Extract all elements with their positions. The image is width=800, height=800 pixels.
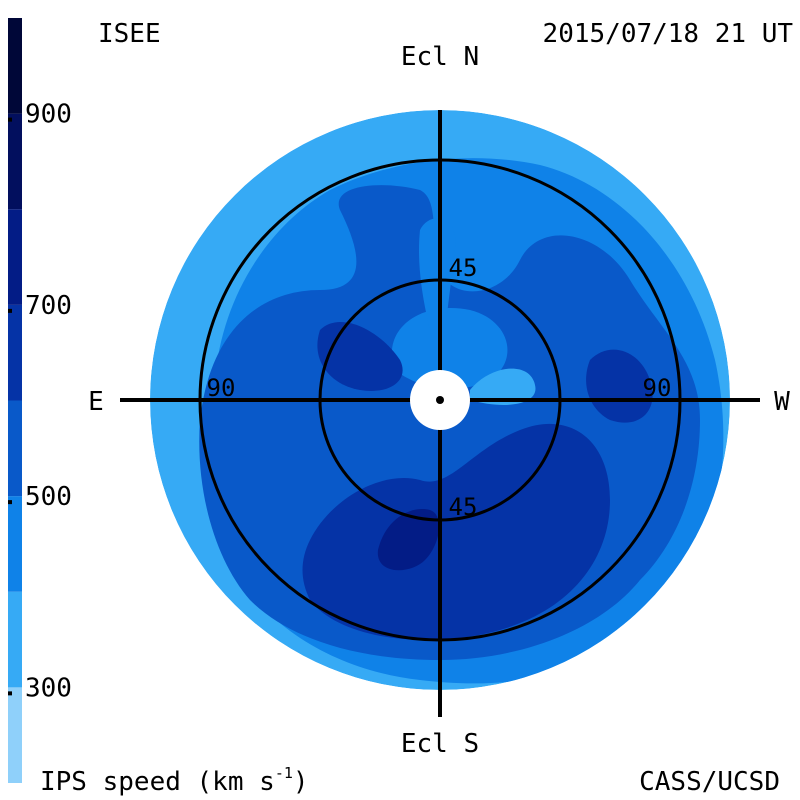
colorbar-tick-mark bbox=[8, 691, 12, 696]
speed-region-400-500-inner bbox=[391, 308, 508, 389]
colorbar-tick-mark bbox=[8, 500, 12, 505]
speed-region-700-800 bbox=[377, 509, 440, 571]
timestamp: 2015/07/18 21 UT bbox=[543, 19, 794, 49]
ring-label-90-west: 90 bbox=[643, 374, 672, 402]
colorbar-title: IPS speed (km s-1) bbox=[40, 764, 309, 797]
axis-label-south: Ecl S bbox=[401, 729, 479, 759]
colorbar-tick-mark bbox=[8, 308, 12, 313]
colorbar-tick-mark bbox=[8, 117, 12, 122]
speed-region-600-700-west bbox=[586, 349, 653, 423]
colorbar-tick-label: 500 bbox=[25, 482, 72, 512]
ring-label-45-south: 45 bbox=[449, 493, 478, 521]
ring-label-90-east: 90 bbox=[207, 374, 236, 402]
colorbar bbox=[8, 18, 22, 783]
colorbar-tick-label: 900 bbox=[25, 100, 72, 130]
colorbar-segment-300-400 bbox=[8, 591, 22, 688]
colorbar-segment-900-1000 bbox=[8, 18, 22, 114]
colorbar-segment-700-800 bbox=[8, 209, 22, 305]
axis-label-west: W bbox=[774, 387, 790, 417]
colorbar-tick-label: 700 bbox=[25, 291, 72, 321]
ring-label-45-north: 45 bbox=[449, 254, 478, 282]
speed-region-400-500-finger bbox=[419, 218, 456, 370]
speed-region-600-700-east bbox=[317, 321, 403, 391]
colorbar-tick-label: 300 bbox=[25, 673, 72, 703]
colorbar-segment-200-300 bbox=[8, 687, 22, 783]
colorbar-segment-500-600 bbox=[8, 400, 22, 497]
sun-center-dot bbox=[436, 396, 444, 404]
speed-region-300-400-inner bbox=[470, 368, 536, 405]
colorbar-segment-800-900 bbox=[8, 113, 22, 210]
colorbar-ticks: 900 700 500 300 bbox=[8, 100, 72, 703]
axis-label-east: E bbox=[88, 387, 104, 417]
axis-label-north: Ecl N bbox=[401, 42, 479, 72]
isee-label: ISEE bbox=[98, 19, 161, 49]
credit-label: CASS/UCSD bbox=[639, 767, 780, 797]
colorbar-segment-600-700 bbox=[8, 304, 22, 401]
colorbar-segment-400-500 bbox=[8, 496, 22, 592]
